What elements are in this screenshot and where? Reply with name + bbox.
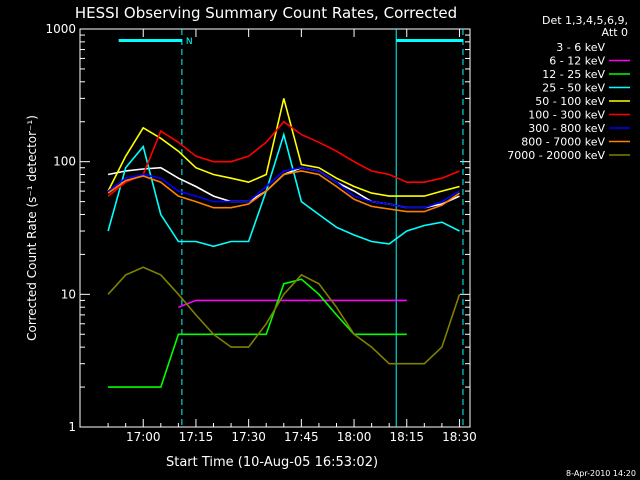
- x-tick-label: 18:15: [389, 430, 424, 444]
- legend-label: 25 - 50 keV: [542, 82, 605, 95]
- series-line-1: [178, 299, 407, 308]
- legend-label: 800 - 7000 keV: [521, 136, 605, 149]
- y-axis-label: Corrected Count Rate (s⁻¹ detector⁻¹): [25, 115, 39, 341]
- legend-header: Det 1,3,4,5,6,9,: [542, 14, 628, 27]
- y-tick-label: 1: [68, 420, 76, 434]
- series-line-4: [107, 98, 460, 197]
- legend-label: 6 - 12 keV: [549, 55, 605, 68]
- legend-label: 12 - 25 keV: [542, 68, 605, 81]
- legend-label: 50 - 100 keV: [535, 95, 605, 108]
- series-line-5: [107, 120, 460, 197]
- x-tick-label: 18:00: [337, 430, 372, 444]
- series-line-3: [107, 131, 460, 248]
- timestamp: 8-Apr-2010 14:20: [566, 469, 636, 478]
- x-axis-label: Start Time (10-Aug-05 16:53:02): [166, 455, 378, 470]
- series-line-7: [107, 170, 460, 213]
- legend-label: 100 - 300 keV: [528, 109, 605, 122]
- saa-label: N: [186, 37, 193, 47]
- series-line-6: [107, 166, 460, 209]
- x-tick-label: 17:45: [284, 430, 319, 444]
- x-tick-label: 18:30: [442, 430, 477, 444]
- chart-title: HESSI Observing Summary Count Rates, Cor…: [75, 4, 457, 22]
- legend-label: 7000 - 20000 keV: [507, 149, 605, 162]
- plot-frame: [79, 28, 471, 428]
- legend-header: Att 0: [602, 26, 628, 39]
- series-line-2: [108, 278, 407, 388]
- x-tick-label: 17:00: [126, 430, 161, 444]
- night-bar: [396, 39, 463, 42]
- x-tick-label: 17:15: [179, 430, 214, 444]
- legend-label: 3 - 6 keV: [556, 41, 605, 54]
- y-tick-label: 10: [61, 287, 76, 301]
- y-tick-label: 1000: [45, 22, 76, 36]
- night-bar: [118, 39, 182, 42]
- y-tick-label: 100: [53, 155, 76, 169]
- legend-label: 300 - 800 keV: [528, 122, 605, 135]
- series-line-8: [107, 266, 461, 365]
- x-tick-label: 17:30: [231, 430, 266, 444]
